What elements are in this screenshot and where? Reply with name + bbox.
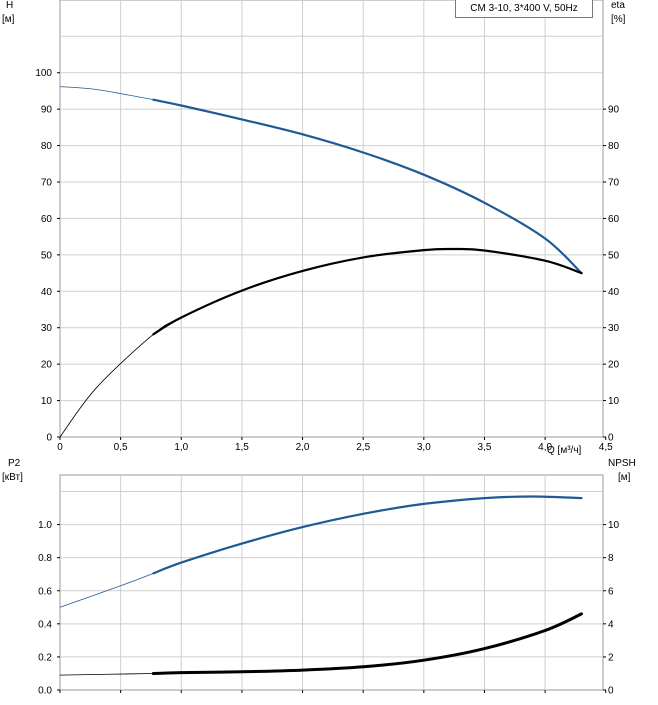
bottom-left-axis-label-line2: [кВт] [2,472,23,483]
top-right-axis-label-line1: eta [611,0,625,11]
x-tick-label: 3,0 [417,442,431,453]
y-tick-label: 10 [41,396,53,407]
y2-tick-label: 40 [608,287,620,298]
top-right-axis-label-line2: [%] [611,14,626,25]
curve-eta-operating [152,247,583,336]
y-tick-label: 90 [41,105,53,116]
y-tick-label: 60 [41,214,53,225]
curve-h-operating [152,98,583,275]
x-tick-label: 3,5 [478,442,492,453]
y2-tick-label: 70 [608,178,620,189]
y-tick-label: 0 [46,433,52,444]
curve-npsh-operating [151,612,583,675]
y-tick-label: 20 [41,360,53,371]
y-tick-label: 0.0 [38,686,52,697]
y-tick-label: 0.6 [38,586,52,597]
top-left-axis-label-line1: H [6,0,13,11]
y-tick-label: 0.2 [38,652,52,663]
x-tick-label: 0,5 [114,442,128,453]
x-tick-label: 2,0 [296,442,310,453]
x-axis-label: Q [м³/ч] [547,445,582,456]
y2-tick-label: 90 [608,105,620,116]
y2-tick-label: 60 [608,214,620,225]
y-tick-label: 70 [41,178,53,189]
y2-tick-label: 6 [608,586,614,597]
y2-tick-label: 0 [608,686,614,697]
chart-title: CM 3-10, 3*400 V, 50Hz [455,0,593,18]
y-tick-label: 50 [41,250,53,261]
curve-p2-operating [152,495,583,575]
x-tick-label: 1,5 [235,442,249,453]
y2-tick-label: 50 [608,250,620,261]
y2-tick-label: 10 [608,396,620,407]
y2-tick-label: 4 [608,619,614,630]
y2-tick-label: 2 [608,652,614,663]
y2-tick-label: 80 [608,141,620,152]
y-tick-label: 30 [41,323,53,334]
x-tick-label: 4,5 [599,442,613,453]
y2-tick-label: 10 [608,520,620,531]
y-tick-label: 0.4 [38,619,52,630]
bottom-left-axis-label-line1: P2 [8,458,21,469]
y2-tick-label: 8 [608,553,614,564]
y-tick-label: 80 [41,141,53,152]
y2-tick-label: 0 [608,433,614,444]
y-tick-label: 40 [41,287,53,298]
x-tick-label: 1,0 [174,442,188,453]
y-tick-label: 0.8 [38,553,52,564]
top-left-axis-label-line2: [м] [2,14,15,25]
x-tick-label: 2,5 [356,442,370,453]
y-tick-label: 100 [35,68,52,79]
bottom-right-axis-label-line2: [м] [618,472,631,483]
y2-tick-label: 30 [608,323,620,334]
x-tick-label: 4,0 [538,442,552,453]
x-tick-label: 0 [57,442,63,453]
y-tick-label: 1.0 [38,520,52,531]
plot-area-2 [59,474,604,691]
bottom-right-axis-label-line1: NPSH [608,458,636,469]
y2-tick-label: 20 [608,360,620,371]
